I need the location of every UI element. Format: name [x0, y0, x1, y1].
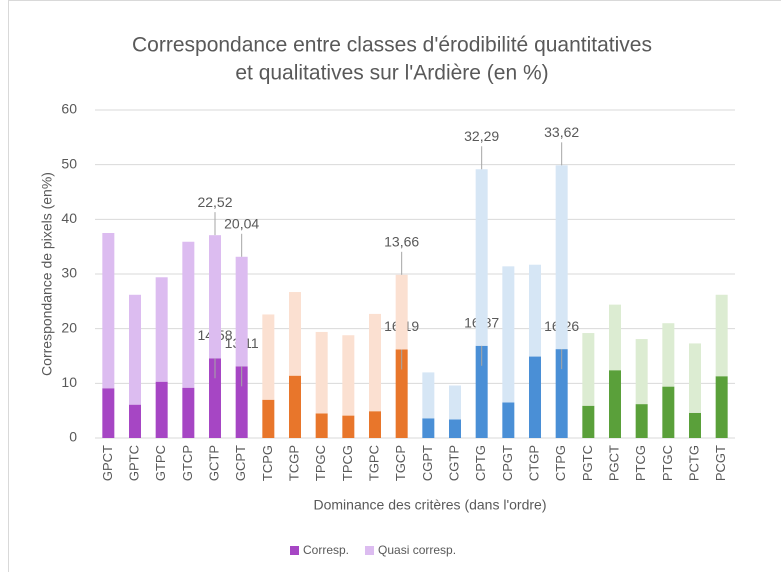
bar-segment — [529, 356, 541, 438]
x-tick-label: CTGP — [526, 445, 541, 481]
x-tick-label: CPTG — [473, 445, 488, 481]
bar-segment — [582, 405, 595, 438]
x-tick-label: GTPC — [153, 445, 168, 481]
bar-segment — [182, 241, 195, 388]
x-axis-label: Dominance des critères (dans l'ordre) — [314, 497, 547, 513]
bar-segment — [262, 314, 275, 400]
bar-segment — [289, 375, 301, 438]
bar-segment — [715, 376, 728, 438]
x-tick-label: TCPG — [260, 445, 275, 481]
bar-segment — [555, 165, 568, 350]
x-tick-label: CGPT — [420, 445, 435, 481]
bar-segment — [555, 349, 568, 438]
x-tick-label: GPCT — [100, 445, 115, 481]
bar-segment — [662, 386, 675, 438]
x-tick-label: GTCP — [180, 445, 195, 481]
y-tick-label: 20 — [61, 319, 77, 335]
y-tick-label: 60 — [61, 101, 77, 117]
bar-segment — [502, 266, 515, 403]
bar-segment — [155, 277, 168, 382]
x-tick-label: PTCG — [633, 445, 648, 481]
bar-segment — [502, 402, 515, 438]
x-tick-label: TGPC — [366, 445, 381, 481]
x-tick-label: PTGC — [660, 445, 675, 481]
bar-segment — [369, 411, 381, 438]
x-tick-label: PGCT — [606, 445, 621, 481]
bar-segment — [342, 415, 355, 438]
bar-segment — [635, 339, 648, 405]
x-tick-label: TPCG — [340, 445, 355, 481]
bar-segment — [529, 264, 541, 357]
x-tick-label: GCTP — [206, 445, 221, 481]
bar-segment — [609, 370, 621, 438]
bar-segment — [262, 399, 275, 438]
legend-marker — [290, 546, 299, 555]
chart-frame — [8, 0, 781, 572]
data-label: 20,04 — [224, 215, 259, 231]
bar-segment — [395, 349, 408, 438]
x-tick-label: TCGP — [286, 445, 301, 481]
x-tick-label: GPTC — [126, 445, 141, 481]
x-tick-label: PCTG — [686, 445, 701, 481]
y-axis-label: Correspondance de pixels (en%) — [39, 172, 55, 376]
bar-segment — [129, 294, 141, 405]
x-tick-label: PGTC — [580, 445, 595, 481]
bar-segment — [315, 331, 328, 414]
bar-segment — [449, 419, 461, 438]
x-tick-label: TPGC — [313, 445, 328, 481]
y-tick-label: 40 — [61, 210, 77, 226]
bar-segment — [102, 233, 115, 389]
bar-segment — [662, 323, 675, 387]
bar-segment — [609, 304, 621, 371]
bar-segment — [209, 358, 221, 438]
x-tick-label: PCGT — [713, 445, 728, 481]
bar-segment — [475, 169, 488, 346]
bar-segment — [102, 388, 115, 438]
data-label: 13,66 — [384, 234, 419, 250]
bar-segment — [475, 345, 488, 438]
x-tick-label: TGCP — [393, 445, 408, 481]
y-tick-label: 10 — [61, 374, 77, 390]
bar-segment — [342, 335, 355, 416]
bar-segment — [369, 313, 381, 412]
bar-segment — [422, 418, 435, 438]
chart-title: Correspondance entre classes d'érodibili… — [132, 34, 652, 57]
bar-segment — [182, 387, 195, 438]
x-tick-label: GCPT — [233, 445, 248, 481]
bar-segment — [582, 333, 595, 406]
bar-segment — [235, 256, 248, 367]
bar-segment — [209, 235, 221, 359]
y-tick-label: 30 — [61, 265, 77, 281]
bar-segment — [689, 412, 701, 438]
bar-segment — [635, 404, 648, 438]
x-tick-label: CTPG — [553, 445, 568, 481]
bar-segment — [155, 381, 168, 438]
x-tick-label: CPGT — [500, 445, 515, 481]
data-label: 32,29 — [464, 128, 499, 144]
chart-title: et qualitatives sur l'Ardière (en %) — [235, 62, 548, 85]
bar-segment — [289, 292, 301, 376]
y-tick-label: 50 — [61, 155, 77, 171]
y-tick-label: 0 — [69, 429, 77, 445]
bar-segment — [395, 274, 408, 350]
bar-segment — [315, 413, 328, 438]
bar-segment — [715, 294, 728, 377]
data-label: 33,62 — [544, 124, 579, 140]
x-tick-label: CGTP — [446, 445, 461, 481]
legend-marker — [365, 546, 375, 555]
legend-label: Quasi corresp. — [378, 543, 456, 557]
data-label: 22,52 — [197, 194, 232, 210]
bar-segment — [129, 404, 141, 438]
bar-segment — [689, 343, 701, 413]
bar-segment — [449, 385, 461, 420]
bar-segment — [235, 366, 248, 438]
bar-segment — [422, 372, 435, 419]
legend-label: Corresp. — [303, 543, 349, 557]
